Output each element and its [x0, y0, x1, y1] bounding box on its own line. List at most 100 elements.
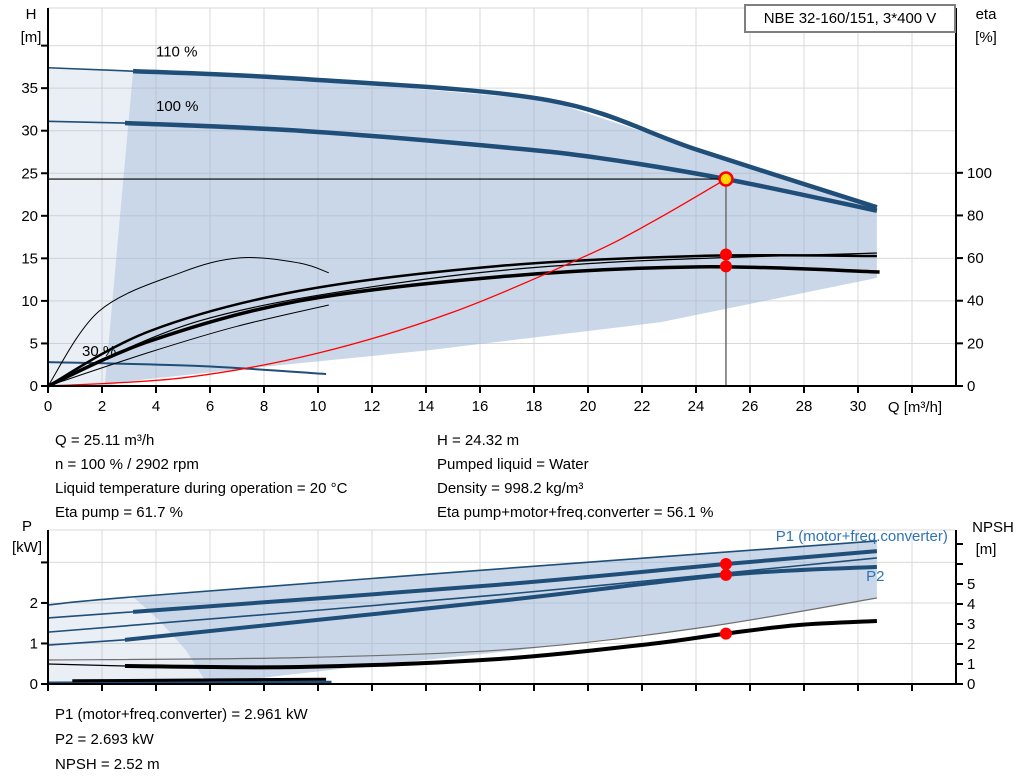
pump-title: NBE 32-160/151, 3*400 V [763, 10, 937, 27]
right-tick-label: 5 [967, 576, 975, 593]
left-tick-label: 10 [21, 293, 38, 310]
right-axis-title: NPSH [972, 519, 1014, 536]
curve-100pct-ext [47, 120, 125, 124]
right-tick-label: 0 [967, 676, 975, 693]
right-tick-label: 4 [967, 596, 975, 613]
p1-110pct-curve [47, 540, 877, 606]
x-tick-label: 24 [688, 398, 705, 415]
npsh-low-blue [47, 680, 332, 685]
curve-label: 110 % [156, 44, 197, 61]
info-line: n = 100 % / 2902 rpm [55, 456, 199, 473]
info-line: Pumped liquid = Water [437, 456, 589, 473]
info-block-top-left: Q = 25.11 m³/h n = 100 % / 2902 rpm Liquid… [55, 429, 347, 525]
npsh-low-black [72, 677, 327, 683]
chart-power-npsh: 0 1 2 0 1 2 3 4 5 P [kW] NPSH [m] P1 (motor+freq.conv… [12, 518, 1014, 693]
left-tick-label: 0 [30, 676, 38, 693]
left-tick-label: 2 [30, 595, 38, 612]
chart-hq: 0 2 4 6 8 10 12 14 16 18 20 22 24 26 28 300510152025303… [21, 6, 998, 416]
curve-label: P2 [866, 568, 884, 585]
operating-point-marker [719, 260, 732, 273]
right-axis-title: [m] [976, 541, 997, 558]
right-tick-label: 20 [967, 335, 984, 352]
right-tick-label: 0 [967, 378, 975, 395]
left-axis-title: H [26, 6, 37, 23]
x-tick-label: 26 [742, 398, 759, 415]
left-axis-title: [kW] [12, 539, 42, 556]
right-axis-title: eta [976, 6, 998, 23]
eta-curve-thin [47, 252, 877, 387]
operating-point-marker [719, 568, 732, 581]
x-tick-label: 18 [526, 398, 543, 415]
x-tick-label: 30 [850, 398, 867, 415]
x-tick-label: 16 [472, 398, 489, 415]
left-tick-label: 35 [21, 80, 38, 97]
right-tick-label: 3 [967, 616, 975, 633]
curve-110pct-ext [47, 66, 134, 72]
right-tick-label: 40 [967, 293, 984, 310]
left-tick-label: 0 [30, 378, 38, 395]
x-tick-label: 0 [44, 398, 52, 415]
right-tick-label: 100 [967, 165, 992, 182]
p2-100pct-curve [124, 564, 877, 642]
left-tick-label: 15 [21, 250, 38, 267]
x-tick-label: 10 [310, 398, 327, 415]
npsh-110pct-thin [47, 597, 877, 661]
affinity-curve [47, 178, 727, 387]
left-tick-label: 30 [21, 123, 38, 140]
pump-title-box: NBE 32-160/151, 3*400 V [744, 4, 956, 33]
info-block-bottom: P1 (motor+freq.converter) = 2.961 kW P2 =… [55, 702, 308, 777]
x-tick-label: 22 [634, 398, 651, 415]
x-axis-title: Q [m³/h] [888, 399, 942, 416]
left-axis-title: P [22, 518, 32, 535]
info-line: P2 = 2.693 kW [55, 731, 154, 748]
x-tick-label: 4 [152, 398, 160, 415]
x-tick-label: 28 [796, 398, 813, 415]
p1-100pct-curve [132, 549, 878, 614]
info-line: Q = 25.11 m³/h [55, 432, 155, 449]
info-line: NPSH = 2.52 m [55, 756, 160, 773]
npsh-100pct-ext [47, 663, 125, 667]
right-tick-label: 1 [967, 656, 975, 673]
x-tick-label: 8 [260, 398, 268, 415]
p1-100pct-ext [47, 611, 134, 619]
curve-label: P1 (motor+freq.converter) [776, 528, 948, 545]
x-tick-label: 6 [206, 398, 214, 415]
left-axis-title: [m] [21, 29, 42, 46]
x-tick-label: 14 [418, 398, 435, 415]
info-line: Density = 998.2 kg/m³ [437, 480, 584, 497]
curve-30pct [47, 361, 327, 376]
left-tick-label: 5 [30, 335, 38, 352]
envelope-light [48, 67, 134, 387]
right-axis-title: [%] [975, 29, 997, 46]
left-tick-label: 25 [21, 165, 38, 182]
x-tick-label: 20 [580, 398, 597, 415]
x-tick-label: 2 [98, 398, 106, 415]
info-block-top-right: H = 24.32 m Pumped liquid = Water Density … [437, 429, 713, 525]
info-line: P1 (motor+freq.converter) = 2.961 kW [55, 706, 308, 723]
info-line: H = 24.32 m [437, 432, 520, 449]
info-line: Eta pump = 61.7 % [55, 504, 183, 521]
x-tick-label: 12 [364, 398, 381, 415]
curve-100pct [124, 120, 878, 213]
envelope-dark [104, 71, 877, 386]
p2-100pct-ext [47, 639, 126, 646]
operating-point-marker [719, 558, 732, 571]
npsh-100pct-curve [124, 619, 877, 670]
right-tick-label: 2 [967, 636, 975, 653]
right-tick-label: 80 [967, 207, 984, 224]
curve-110pct [132, 68, 878, 210]
left-tick-label: 1 [30, 635, 38, 652]
info-line: Liquid temperature during operation = 20… [55, 480, 348, 497]
curve-label: 100 % [156, 98, 199, 115]
operating-point-marker [719, 248, 732, 261]
duty-point-marker [718, 171, 734, 187]
operating-point-marker [719, 627, 732, 640]
left-tick-label: 20 [21, 208, 38, 225]
p2-110pct-curve [47, 557, 877, 633]
eta-curve-arc [47, 257, 329, 387]
eta-curve-fan [47, 304, 329, 387]
info-line: Eta pump+motor+freq.converter = 56.1 % [437, 504, 714, 521]
curve-label: 30 % [82, 343, 116, 360]
